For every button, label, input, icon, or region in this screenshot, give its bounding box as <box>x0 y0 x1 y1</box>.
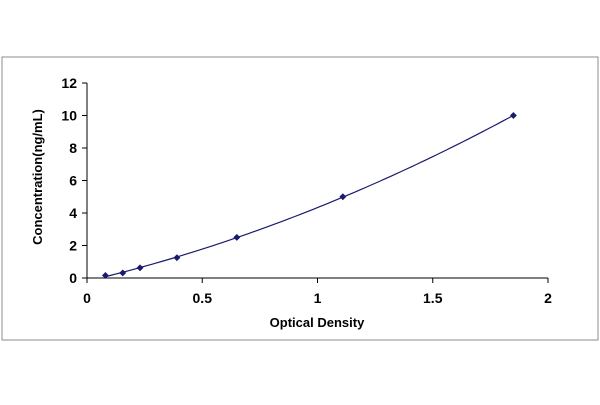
data-point <box>339 193 347 201</box>
x-tick-label: 0.5 <box>193 290 213 306</box>
y-tick-label: 0 <box>69 270 77 286</box>
x-tick-label: 2 <box>544 290 552 306</box>
data-point <box>173 254 181 262</box>
x-tick-label: 0 <box>83 290 91 306</box>
y-tick-label: 6 <box>69 173 77 189</box>
x-tick-label: 1.5 <box>423 290 443 306</box>
fit-curve <box>105 114 514 278</box>
x-tick-label: 1 <box>314 290 322 306</box>
data-point <box>233 233 241 241</box>
data-point <box>136 264 144 272</box>
y-tick-label: 4 <box>69 205 77 221</box>
chart-frame <box>1 56 599 341</box>
y-axis-label: Concentration(ng/mL) <box>30 109 45 245</box>
y-tick-label: 8 <box>69 140 77 156</box>
x-axis-label: Optical Density <box>270 315 365 330</box>
data-point <box>509 111 517 120</box>
data-point <box>101 271 109 280</box>
data-point <box>119 269 127 277</box>
y-tick-label: 12 <box>61 75 77 91</box>
y-tick-label: 10 <box>61 108 77 124</box>
y-tick-label: 2 <box>69 238 77 254</box>
